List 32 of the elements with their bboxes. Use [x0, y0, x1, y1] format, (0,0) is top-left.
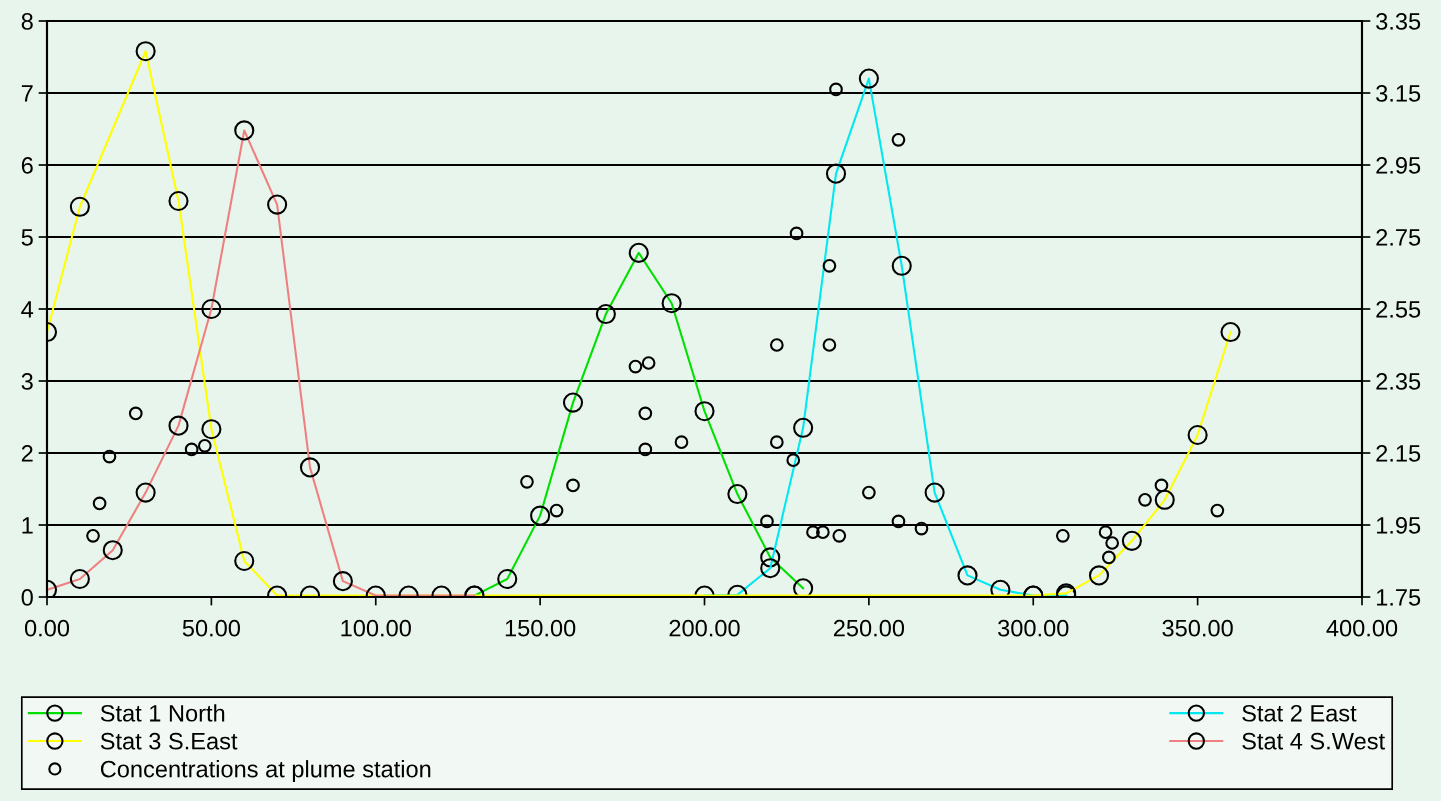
x-tick-label: 150.00 [505, 619, 576, 637]
y-tick-label: 5 [21, 229, 33, 246]
y2-tick-label: 2.35 [1376, 373, 1421, 390]
y-tick-label: 0 [21, 589, 33, 606]
y-tick-label: 4 [21, 301, 34, 318]
y-tick-label: 7 [21, 85, 33, 102]
y-tick-label: 6 [21, 157, 33, 174]
legend-label: Stat 4 S.West [1242, 732, 1385, 750]
y2-tick-label: 2.75 [1376, 229, 1421, 246]
y2-tick-label: 2.15 [1376, 445, 1421, 462]
y2-tick-label: 3.15 [1376, 85, 1421, 102]
x-tick-label: 100.00 [341, 619, 411, 637]
x-tick-label: 350.00 [1162, 619, 1233, 637]
x-tick-label: 200.00 [669, 619, 740, 637]
y2-tick-label: 1.95 [1376, 517, 1421, 534]
x-tick-label: 400.00 [1326, 619, 1398, 637]
legend-label: Stat 1 North [100, 704, 225, 722]
x-tick-label: 250.00 [833, 619, 905, 637]
y-tick-label: 1 [22, 517, 33, 534]
y2-tick-label: 1.75 [1376, 589, 1421, 606]
y2-tick-label: 3.35 [1376, 13, 1421, 30]
y-tick-label: 2 [21, 445, 33, 462]
y2-tick-label: 2.55 [1376, 301, 1421, 318]
y2-tick-label: 2.95 [1376, 157, 1421, 174]
x-tick-label: 0.00 [24, 619, 70, 637]
legend-label: Stat 3 S.East [100, 732, 238, 750]
y-tick-label: 8 [21, 13, 33, 30]
legend-label: Concentrations at plume station [100, 760, 431, 783]
x-tick-label: 50.00 [182, 619, 240, 637]
y-tick-label: 3 [21, 373, 33, 390]
x-tick-label: 300.00 [998, 619, 1069, 637]
legend-label: Stat 2 East [1242, 704, 1357, 722]
